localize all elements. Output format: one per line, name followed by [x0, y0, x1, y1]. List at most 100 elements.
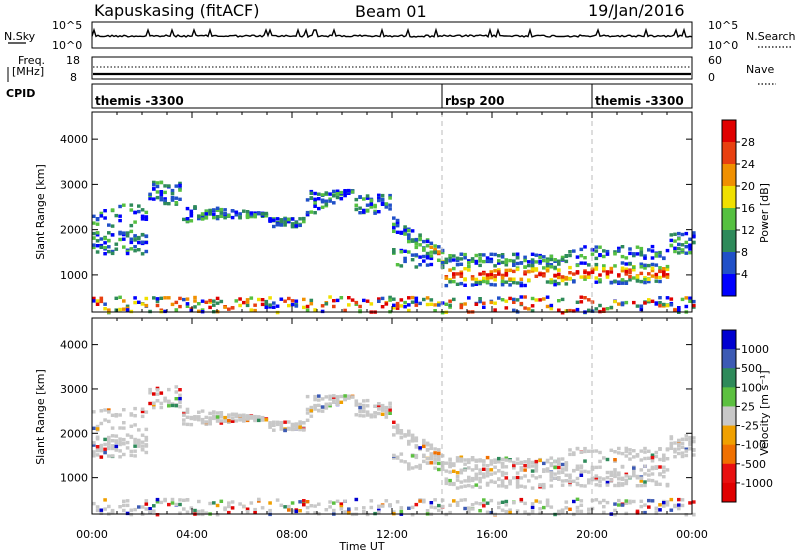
heatmap-cell — [482, 504, 486, 508]
heatmap-cell — [542, 461, 546, 466]
heatmap-cell — [590, 449, 595, 453]
heatmap-cell — [294, 304, 299, 308]
heatmap-cell — [133, 437, 137, 442]
heatmap-cell — [538, 255, 542, 259]
heatmap-cell — [538, 259, 542, 264]
heatmap-cell — [575, 263, 580, 268]
heatmap-cell — [617, 503, 621, 507]
heatmap-cell — [107, 419, 111, 424]
heatmap-cell — [557, 259, 561, 263]
heatmap-cell — [530, 263, 535, 267]
heatmap-cell — [680, 232, 685, 237]
heatmap-cell — [268, 508, 272, 513]
heatmap-cell — [677, 237, 681, 241]
heatmap-cell — [448, 503, 452, 507]
heatmap-cell — [377, 193, 381, 197]
heatmap-cell — [230, 412, 235, 416]
heatmap-cell — [287, 303, 291, 308]
heatmap-cell — [339, 190, 344, 195]
heatmap-cell — [493, 308, 497, 312]
heatmap-cell — [647, 300, 651, 304]
heatmap-cell — [358, 409, 362, 414]
cpid-label: CPID — [6, 87, 35, 100]
heatmap-cell — [643, 472, 647, 476]
heatmap-cell — [122, 426, 126, 430]
heatmap-cell — [437, 245, 441, 249]
heatmap-cell — [283, 420, 287, 424]
heatmap-cell — [557, 268, 561, 272]
heatmap-cell — [399, 431, 404, 435]
heatmap-cell — [534, 268, 539, 272]
heatmap-cell — [347, 509, 351, 513]
heatmap-cell — [369, 499, 374, 503]
heatmap-cell — [189, 416, 194, 421]
heatmap-cell — [527, 464, 531, 469]
heatmap-cell — [384, 411, 389, 416]
heatmap-cell — [324, 202, 329, 206]
heatmap-cell — [178, 397, 182, 401]
heatmap-cell — [407, 239, 411, 244]
heatmap-cell — [332, 201, 336, 205]
heatmap-cell — [170, 302, 175, 307]
heatmap-cell — [673, 308, 677, 312]
heatmap-cell — [504, 306, 509, 310]
heatmap-cell — [688, 436, 692, 441]
heatmap-cell — [234, 414, 239, 419]
heatmap-cell — [407, 296, 411, 300]
heatmap-cell — [688, 247, 692, 251]
heatmap-cell — [287, 296, 291, 301]
heatmap-cell — [369, 505, 374, 510]
heatmap-cell — [583, 484, 587, 488]
heatmap-cell — [309, 196, 314, 200]
heatmap-cell — [515, 471, 520, 475]
heatmap-cell — [95, 437, 100, 441]
colorbar-swatch — [722, 463, 736, 484]
heatmap-cell — [448, 280, 452, 284]
heatmap-cell — [470, 283, 475, 287]
heatmap-cell — [264, 299, 269, 304]
heatmap-cell — [425, 461, 430, 465]
heatmap-cell — [692, 303, 696, 308]
heatmap-cell — [414, 453, 419, 458]
heatmap-cell — [137, 209, 141, 214]
heatmap-cell — [669, 508, 674, 512]
heatmap-cell — [399, 429, 404, 433]
heatmap-cell — [380, 403, 385, 408]
heatmap-cell — [324, 302, 329, 306]
heatmap-cell — [482, 272, 486, 276]
heatmap-cell — [654, 275, 659, 279]
heatmap-cell — [290, 422, 295, 427]
heatmap-cell — [159, 195, 164, 199]
heatmap-cell — [598, 459, 602, 464]
heatmap-cell — [204, 300, 209, 304]
heatmap-cell — [557, 462, 561, 466]
heatmap-cell — [129, 229, 134, 234]
heatmap-cell — [392, 216, 396, 220]
heatmap-cell — [545, 500, 550, 504]
heatmap-cell — [459, 468, 464, 472]
heatmap-cell — [324, 403, 329, 408]
heatmap-cell — [437, 457, 441, 461]
colorbar-swatch — [722, 230, 736, 253]
heatmap-cell — [583, 296, 587, 300]
heatmap-cell — [219, 299, 224, 304]
heatmap-cell — [122, 307, 126, 311]
heatmap-cell — [234, 419, 239, 423]
heatmap-cell — [515, 485, 520, 489]
heatmap-cell — [493, 458, 497, 463]
heatmap-cell — [392, 229, 396, 233]
heatmap-cell — [238, 303, 242, 308]
heatmap-cell — [144, 438, 149, 442]
heatmap-cell — [264, 302, 269, 306]
heatmap-cell — [455, 500, 460, 505]
heatmap-cell — [459, 498, 464, 502]
heatmap-cell — [152, 296, 156, 300]
heatmap-cell — [643, 480, 647, 484]
heatmap-cell — [455, 459, 460, 463]
heatmap-cell — [410, 295, 415, 300]
colorbar-tick-label: 16 — [741, 202, 755, 215]
heatmap-cell — [170, 497, 175, 502]
heatmap-cell — [688, 299, 692, 303]
heatmap-cell — [95, 217, 100, 221]
heatmap-cell — [534, 459, 539, 464]
